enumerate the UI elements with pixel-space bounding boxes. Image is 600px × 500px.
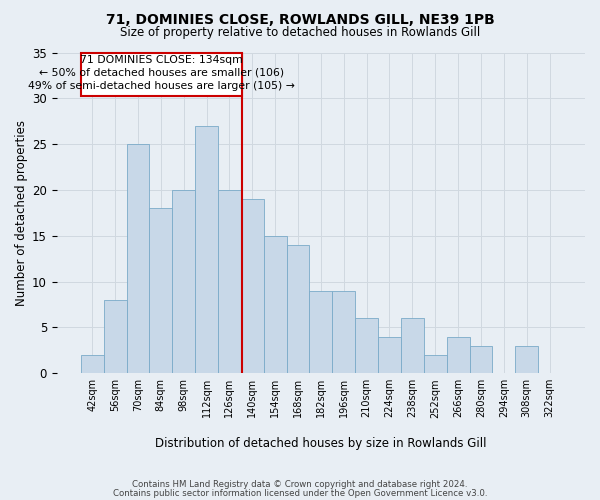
Bar — [127, 144, 149, 373]
Bar — [104, 300, 127, 373]
Bar — [424, 355, 446, 373]
Text: ← 50% of detached houses are smaller (106): ← 50% of detached houses are smaller (10… — [39, 67, 284, 77]
Bar — [264, 236, 287, 373]
Text: Size of property relative to detached houses in Rowlands Gill: Size of property relative to detached ho… — [120, 26, 480, 39]
Bar — [470, 346, 493, 373]
Bar — [81, 355, 104, 373]
Bar — [172, 190, 195, 373]
Y-axis label: Number of detached properties: Number of detached properties — [15, 120, 28, 306]
Text: 49% of semi-detached houses are larger (105) →: 49% of semi-detached houses are larger (… — [28, 81, 295, 91]
Bar — [310, 290, 332, 373]
Bar — [355, 318, 378, 373]
Text: Contains public sector information licensed under the Open Government Licence v3: Contains public sector information licen… — [113, 488, 487, 498]
Bar — [149, 208, 172, 373]
Bar — [515, 346, 538, 373]
Bar — [287, 245, 310, 373]
Text: 71, DOMINIES CLOSE, ROWLANDS GILL, NE39 1PB: 71, DOMINIES CLOSE, ROWLANDS GILL, NE39 … — [106, 12, 494, 26]
Bar — [195, 126, 218, 373]
Text: Contains HM Land Registry data © Crown copyright and database right 2024.: Contains HM Land Registry data © Crown c… — [132, 480, 468, 489]
Bar — [378, 336, 401, 373]
X-axis label: Distribution of detached houses by size in Rowlands Gill: Distribution of detached houses by size … — [155, 437, 487, 450]
Text: 71 DOMINIES CLOSE: 134sqm: 71 DOMINIES CLOSE: 134sqm — [80, 56, 243, 66]
Bar — [401, 318, 424, 373]
Bar — [241, 199, 264, 373]
FancyBboxPatch shape — [81, 52, 242, 96]
Bar — [332, 290, 355, 373]
Bar — [218, 190, 241, 373]
Bar — [446, 336, 470, 373]
